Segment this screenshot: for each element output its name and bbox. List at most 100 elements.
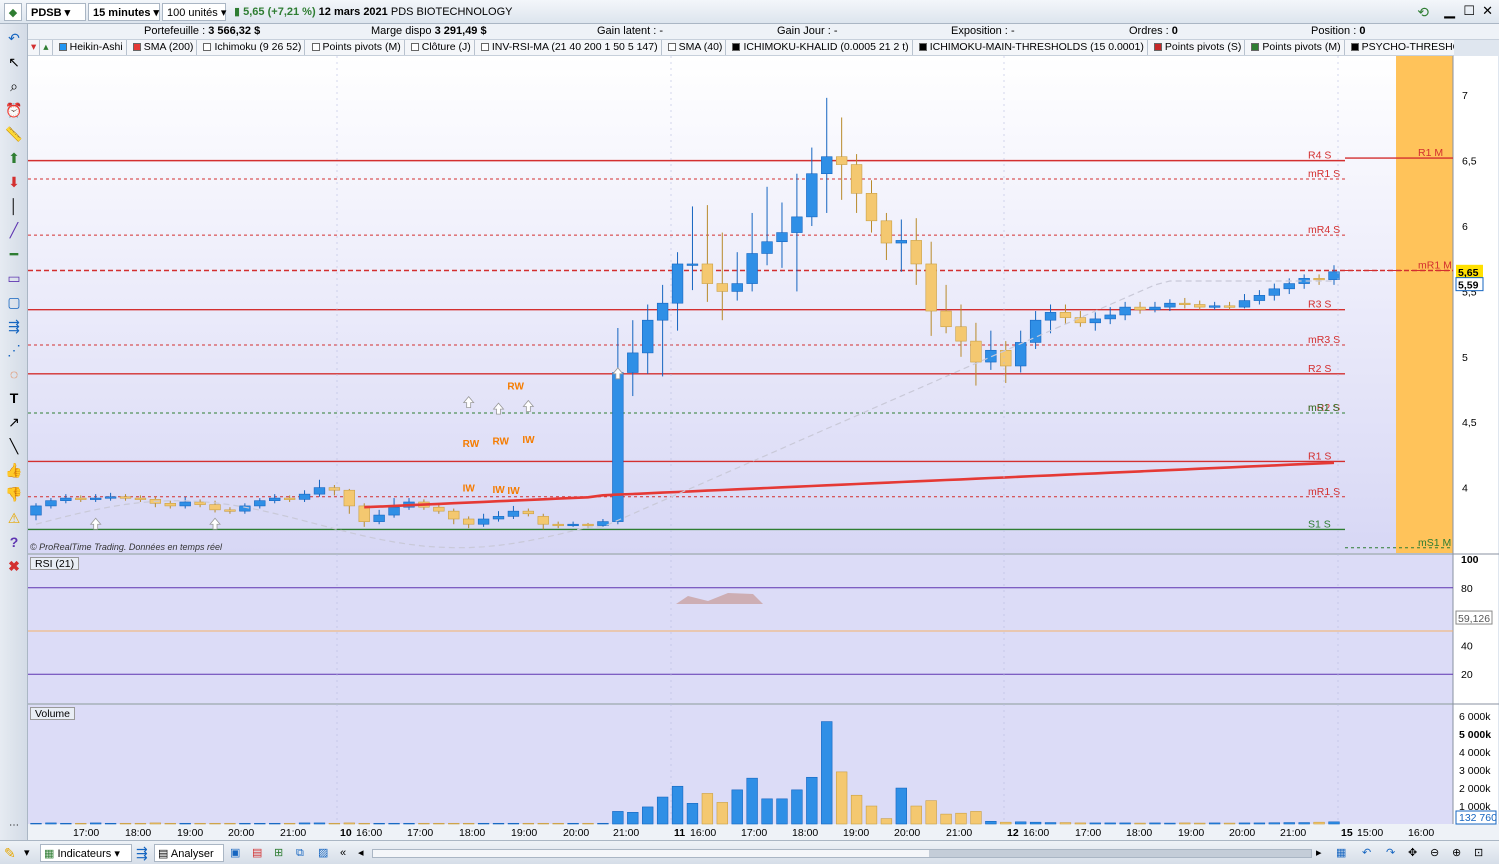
channel-icon[interactable]: ⇶ bbox=[8, 318, 20, 334]
volume-bar bbox=[627, 812, 639, 825]
up-arrow-marker bbox=[612, 367, 624, 380]
zoom-in-icon[interactable]: ⊕ bbox=[1452, 847, 1462, 859]
volume-pane-label[interactable]: Volume bbox=[30, 707, 76, 720]
app-icon[interactable]: ◆ bbox=[4, 3, 22, 21]
text-tool-icon[interactable]: T bbox=[9, 390, 19, 406]
indicator-down-icon[interactable]: ▾ bbox=[28, 40, 41, 55]
back-icon[interactable]: ↶ bbox=[1362, 847, 1372, 859]
pivot-level-label: mR2 S bbox=[1308, 402, 1340, 414]
candle-body bbox=[328, 487, 341, 491]
trendline-icon[interactable]: ╱ bbox=[9, 222, 19, 238]
indicators-button[interactable]: ▦ Indicateurs ▾ bbox=[40, 844, 132, 862]
fit-icon[interactable]: ⊡ bbox=[1474, 847, 1484, 859]
candle-body bbox=[1164, 302, 1176, 308]
indicator-item[interactable]: Points pivots (M) bbox=[1248, 40, 1345, 55]
indicator-item[interactable]: ICHIMOKU-KHALID (0.0005 21 2 t) bbox=[729, 40, 913, 55]
report-icon[interactable]: ▤ bbox=[252, 847, 263, 859]
indicator-item[interactable]: INV-RSI-MA (21 40 200 1 50 5 147) bbox=[478, 40, 662, 55]
pointer-icon[interactable]: ↖ bbox=[8, 54, 20, 70]
signal-marker-label: RW bbox=[463, 439, 480, 450]
zoom-icon[interactable]: ⌕ bbox=[10, 78, 18, 94]
thumbs-up-icon[interactable]: 👍 bbox=[5, 462, 23, 478]
up-arrow-marker bbox=[209, 517, 221, 530]
share-icon[interactable]: ⇶ bbox=[136, 845, 148, 861]
delete-icon[interactable]: ✖ bbox=[8, 558, 20, 574]
candle-body bbox=[343, 489, 355, 507]
fibonacci-icon[interactable]: ⋰ bbox=[7, 342, 21, 358]
warning-icon[interactable]: ⚠ bbox=[7, 510, 21, 526]
screenshot-icon[interactable]: ⧉ bbox=[296, 847, 304, 859]
horizontal-line-icon[interactable]: ━ bbox=[9, 246, 19, 262]
thumbs-down-icon[interactable]: 👎 bbox=[5, 486, 23, 502]
close-icon[interactable]: ✕ bbox=[1482, 3, 1493, 18]
alarm-icon[interactable]: ⏰ bbox=[5, 102, 23, 118]
analyser-button[interactable]: ▤ Analyser bbox=[154, 844, 224, 862]
watermark-text: © ProRealTime Trading. Données en temps … bbox=[30, 542, 223, 552]
indicator-item[interactable]: Points pivots (M) bbox=[309, 40, 405, 55]
indicator-item[interactable]: Ichimoku (9 26 52) bbox=[200, 40, 306, 55]
time-axis-tick: 21:00 bbox=[613, 827, 639, 839]
calendar-icon[interactable]: ▦ bbox=[1336, 847, 1347, 859]
volume-bar bbox=[850, 794, 863, 825]
buy-arrow-icon[interactable]: ⬆ bbox=[8, 150, 20, 166]
export-icon[interactable]: ⊞ bbox=[274, 847, 284, 859]
candle-body bbox=[731, 283, 743, 292]
volume-bar bbox=[1253, 822, 1266, 825]
rectangle-icon[interactable]: ▢ bbox=[7, 294, 21, 310]
gain-latent-field: Gain latent : - bbox=[597, 25, 663, 37]
indicator-item[interactable]: Heikin-Ashi bbox=[56, 40, 127, 55]
scroll-right-icon[interactable]: ▸ bbox=[1316, 847, 1322, 859]
sell-arrow-icon[interactable]: ⬇ bbox=[8, 174, 20, 190]
indicator-item[interactable]: PSYCHO-THRESHOLDS (2 10 bbox=[1348, 40, 1454, 55]
up-arrow-marker bbox=[522, 399, 535, 412]
line-tool-icon[interactable]: ╲ bbox=[9, 438, 19, 454]
pencil-menu-icon[interactable]: ▾ bbox=[24, 847, 30, 859]
arrow-tool-icon[interactable]: ↗ bbox=[8, 414, 20, 430]
maximize-icon[interactable]: ☐ bbox=[1463, 3, 1475, 18]
zoom-out-icon[interactable]: ⊖ bbox=[1430, 847, 1440, 859]
volume-bar bbox=[776, 798, 788, 825]
ellipse-icon[interactable]: ◌ bbox=[9, 366, 19, 382]
cursor-mode-icon[interactable]: ✥ bbox=[1408, 847, 1418, 859]
indicator-up-icon[interactable]: ▴ bbox=[40, 40, 53, 55]
symbol-selector[interactable]: PDSB ▾ bbox=[26, 3, 86, 21]
indicator-item[interactable]: SMA (40) bbox=[665, 40, 727, 55]
scroll-left-icon[interactable]: ◂ bbox=[358, 847, 364, 859]
forward-icon[interactable]: ↷ bbox=[1386, 847, 1396, 859]
vertical-line-icon[interactable]: │ bbox=[9, 198, 19, 214]
candle-body bbox=[761, 241, 773, 254]
horizontal-scrollbar[interactable] bbox=[372, 849, 1312, 858]
scrollbar-thumb[interactable] bbox=[929, 850, 1311, 857]
time-axis-tick: 19:00 bbox=[511, 827, 537, 839]
position-label: Position : bbox=[1311, 25, 1357, 37]
volume-bar bbox=[895, 787, 908, 825]
timeframe-selector[interactable]: 15 minutes ▾ bbox=[88, 3, 160, 21]
ruler-icon[interactable]: 📏 bbox=[5, 126, 23, 142]
pivot-level-label: mR3 S bbox=[1308, 334, 1340, 346]
indicator-item[interactable]: SMA (200) bbox=[130, 40, 198, 55]
sync-icon[interactable]: ⟲ bbox=[1417, 4, 1429, 20]
up-arrow-marker bbox=[89, 517, 102, 530]
photo-icon[interactable]: ▨ bbox=[318, 847, 329, 859]
candle-body bbox=[865, 193, 878, 222]
undo-icon[interactable]: ↶ bbox=[8, 30, 20, 46]
indicator-item[interactable]: Points pivots (S) bbox=[1151, 40, 1246, 55]
indicator-item[interactable]: Clôture (J) bbox=[408, 40, 475, 55]
candle-body bbox=[1238, 300, 1251, 308]
candle-body bbox=[985, 349, 997, 363]
volume-bar bbox=[194, 822, 206, 825]
candle-body bbox=[567, 523, 579, 527]
help-icon[interactable]: ? bbox=[9, 534, 19, 550]
pencil-icon[interactable]: ✎ bbox=[4, 845, 16, 861]
layout-icon[interactable]: ▣ bbox=[230, 847, 241, 859]
minimize-icon[interactable]: ▁ bbox=[1444, 2, 1455, 18]
rsi-pane-label[interactable]: RSI (21) bbox=[30, 557, 80, 570]
indicator-item[interactable]: ICHIMOKU-MAIN-THRESHOLDS (15 0.0001) bbox=[916, 40, 1148, 55]
units-selector[interactable]: 100 unités ▾ bbox=[162, 3, 226, 21]
scroll-left-double-icon[interactable]: « bbox=[340, 847, 347, 859]
horizontal-ray-icon[interactable]: ▭ bbox=[7, 270, 21, 286]
indicator-color-swatch bbox=[1251, 43, 1260, 51]
indicator-label: ICHIMOKU-KHALID (0.0005 21 2 t) bbox=[743, 41, 909, 53]
more-tools-icon[interactable]: ⋯ bbox=[9, 820, 19, 831]
